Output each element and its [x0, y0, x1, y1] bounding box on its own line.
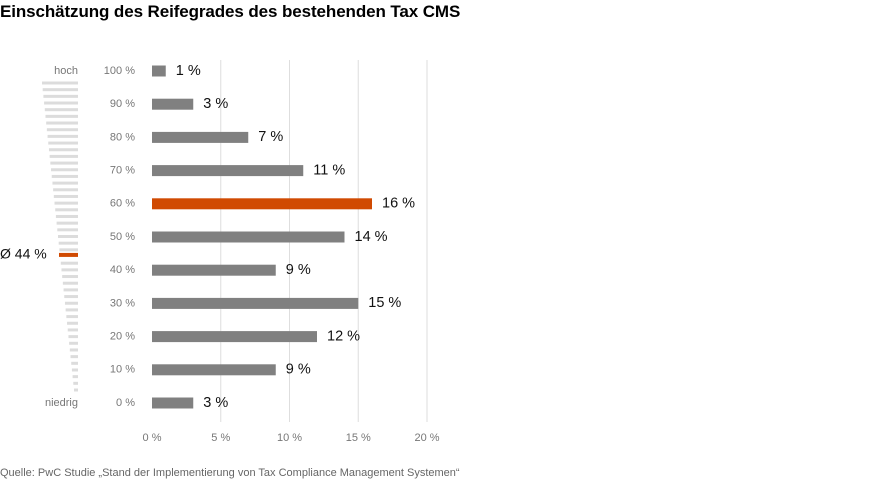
- scale-stripe: [69, 341, 78, 345]
- category-label: 20 %: [110, 331, 135, 343]
- scale-stripe: [44, 101, 78, 105]
- scale-stripe: [72, 375, 78, 379]
- scale-top-label: hoch: [54, 65, 78, 77]
- category-label: 10 %: [110, 364, 135, 376]
- x-tick-label: 10 %: [277, 432, 302, 444]
- value-label: 12 %: [327, 328, 360, 344]
- scale-stripe: [43, 94, 78, 98]
- value-label: 3 %: [203, 395, 228, 411]
- scale-stripe: [46, 128, 78, 132]
- category-label: 70 %: [110, 165, 135, 177]
- scale-stripe: [48, 148, 78, 152]
- scale-stripe: [64, 295, 78, 299]
- category-label: 60 %: [110, 198, 135, 210]
- scale-stripe: [66, 315, 78, 319]
- scale-stripe: [49, 154, 78, 158]
- scale-stripe: [64, 301, 78, 305]
- average-marker: [59, 252, 78, 257]
- category-label: 40 %: [110, 264, 135, 276]
- scale-stripe: [42, 88, 78, 92]
- source-note: Quelle: PwC Studie „Stand der Implementi…: [0, 467, 460, 479]
- scale-stripe: [58, 235, 78, 238]
- scale-stripe: [71, 368, 78, 372]
- value-label: 3 %: [203, 96, 228, 112]
- scale-stripe: [54, 201, 78, 205]
- bar: [152, 264, 276, 276]
- value-label: 14 %: [355, 229, 388, 245]
- scale-stripe: [55, 214, 78, 218]
- x-tick-label: 15 %: [346, 432, 371, 444]
- category-label: 80 %: [110, 131, 135, 143]
- x-tick-label: 20 %: [414, 432, 439, 444]
- value-label: 9 %: [286, 262, 311, 278]
- scale-stripe: [67, 328, 78, 332]
- category-labels: 100 % 90 % 80 % 70 % 60 % 50 % 40 % 30 % 20 % 10 …: [104, 65, 135, 409]
- bar: [152, 331, 317, 343]
- x-axis-ticks: 0 % 5 % 10 % 15 % 20 %: [143, 432, 440, 444]
- scale-stripe: [48, 141, 78, 145]
- scale-stripe: [44, 108, 78, 112]
- scale-stripe: [53, 194, 78, 198]
- scale-stripe: [52, 181, 78, 185]
- bar: [152, 65, 166, 77]
- scale-stripe: [62, 275, 78, 279]
- scale-stripe: [58, 241, 78, 245]
- scale-stripe: [62, 281, 78, 285]
- scale-stripe: [53, 188, 78, 192]
- scale-stripe: [51, 174, 78, 178]
- scale-stripe: [59, 248, 78, 252]
- chart-title: Einschätzung des Reifegrades des bestehe…: [0, 2, 461, 21]
- category-label: 50 %: [110, 231, 135, 243]
- x-tick-label: 5 %: [211, 432, 230, 444]
- bar: [152, 364, 276, 376]
- bar: [152, 131, 249, 143]
- value-label: 1 %: [176, 63, 201, 79]
- maturity-scale: hoch niedrig Ø 44 %: [0, 65, 78, 409]
- scale-stripe: [69, 348, 78, 352]
- category-label: 90 %: [110, 98, 135, 110]
- value-label: 11 %: [313, 162, 345, 178]
- scale-stripe: [50, 161, 78, 165]
- scale-stripe: [63, 288, 78, 292]
- value-label: 9 %: [286, 362, 311, 378]
- category-label: 30 %: [110, 297, 135, 309]
- value-label: 15 %: [368, 295, 401, 311]
- bar: [152, 231, 345, 243]
- scale-stripe: [65, 308, 78, 312]
- scale-stripe: [68, 335, 78, 339]
- scale-stripe: [55, 208, 78, 212]
- category-label: 100 %: [104, 65, 135, 77]
- value-labels: 1 % 3 % 7 % 11 % 16 % 14 % 9 % 15 % 12 % 9 % 3 %: [176, 63, 415, 411]
- bar: [152, 198, 372, 210]
- scale-stripe: [61, 268, 78, 272]
- category-label: 0 %: [116, 397, 135, 409]
- scale-stripe: [70, 355, 78, 359]
- scale-stripe: [42, 81, 78, 85]
- scale-bottom-label: niedrig: [45, 397, 78, 409]
- average-label: Ø 44 %: [0, 246, 47, 262]
- scale-stripe: [47, 134, 78, 138]
- scale-stripe: [46, 121, 78, 125]
- scale-stripe: [45, 114, 78, 118]
- bar: [152, 98, 194, 110]
- scale-stripe: [57, 228, 78, 232]
- value-label: 7 %: [258, 129, 283, 145]
- scale-stripe: [74, 388, 78, 392]
- scale-stripe: [73, 381, 78, 385]
- bar: [152, 297, 359, 309]
- scale-stripe: [67, 321, 78, 325]
- bar: [152, 397, 194, 409]
- scale-stripe: [60, 261, 78, 265]
- scale-stripe: [56, 221, 78, 225]
- bars: [152, 65, 372, 409]
- scale-stripe: [71, 361, 78, 365]
- scale-stripe: [51, 168, 78, 172]
- bar: [152, 165, 304, 177]
- value-label: 16 %: [382, 196, 415, 212]
- x-tick-label: 0 %: [143, 432, 162, 444]
